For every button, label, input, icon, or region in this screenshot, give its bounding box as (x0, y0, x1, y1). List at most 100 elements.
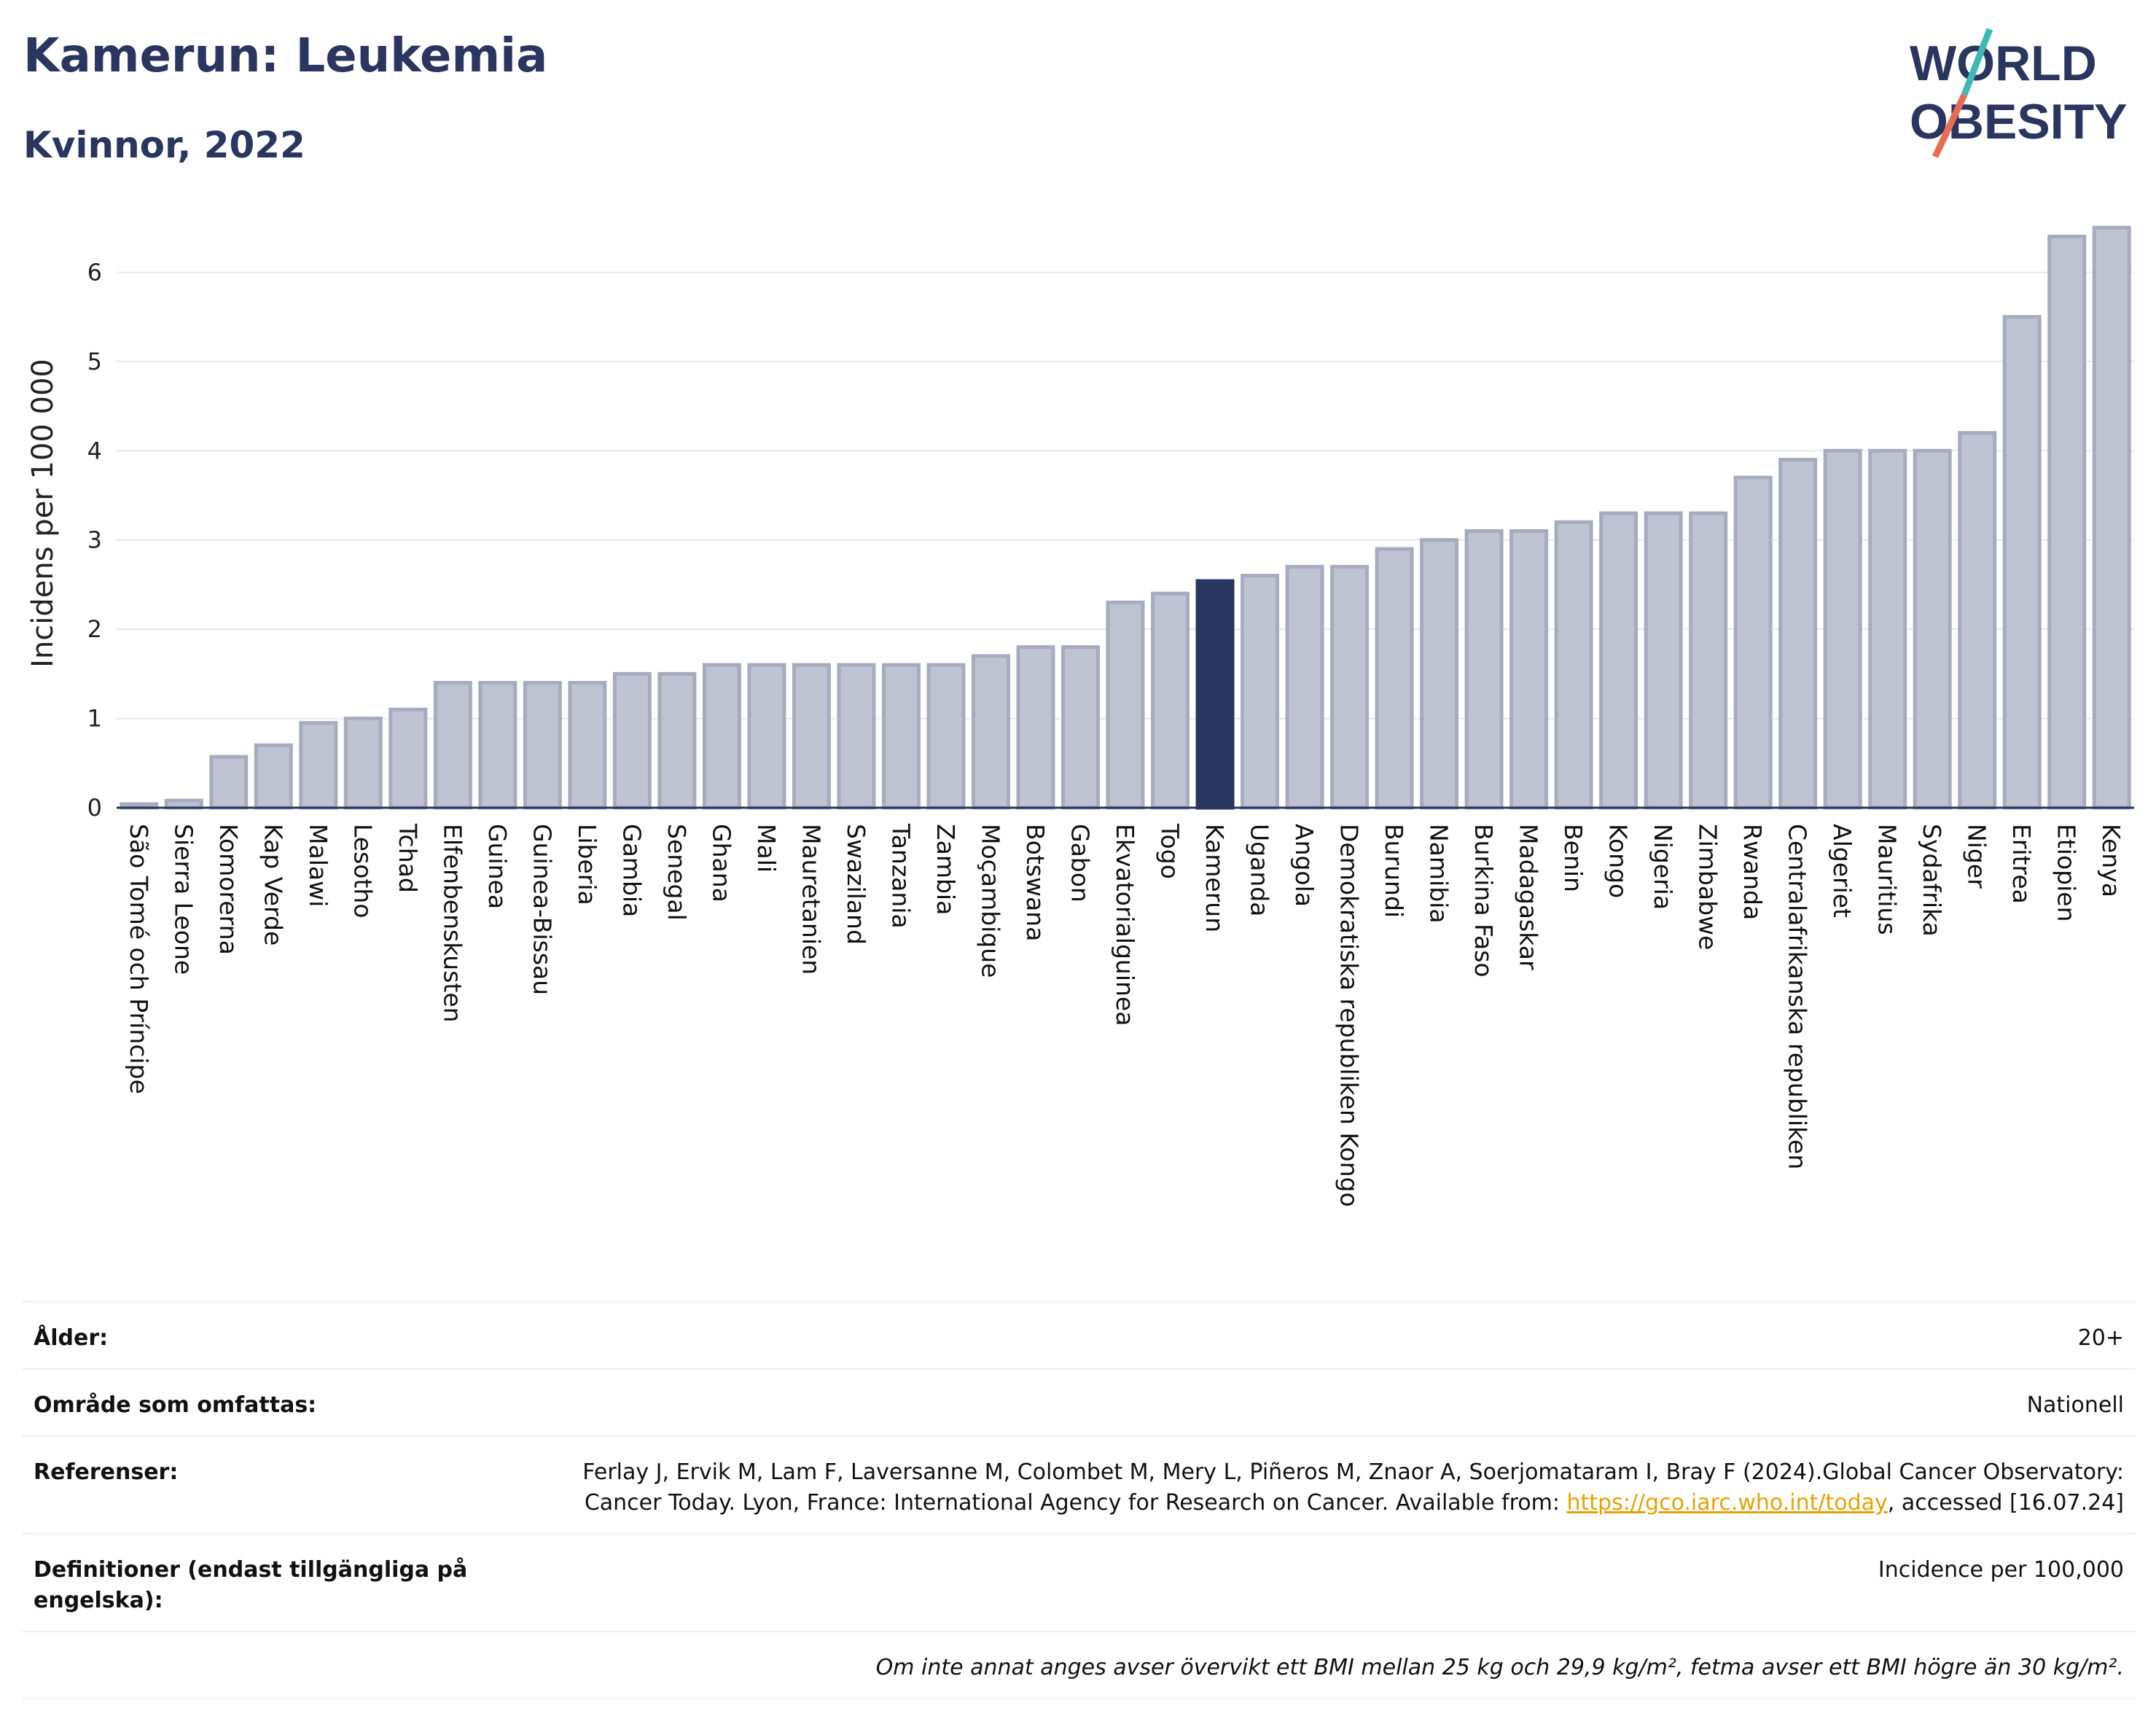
x-tick-label: Rwanda (1738, 824, 1767, 920)
footnote-text: Om inte annat anges avser övervikt ett B… (875, 1655, 2124, 1680)
bar (1509, 529, 1549, 810)
x-tick-label: Elfenbenskusten (438, 824, 466, 1023)
bar (388, 707, 428, 810)
page-subtitle: Kvinnor, 2022 (23, 124, 305, 166)
bar (1330, 564, 1370, 810)
bar (1106, 600, 1145, 810)
x-tick-label: Botswana (1021, 824, 1050, 941)
y-tick-label: 0 (87, 794, 102, 822)
logo-stripe-coral (1932, 93, 1968, 158)
bar (612, 671, 652, 810)
x-tick-label: Kongo (1604, 824, 1633, 898)
info-row-references: Referenser: Ferlay J, Ervik M, Lam F, La… (22, 1435, 2136, 1533)
y-tick-label: 6 (87, 258, 102, 286)
x-tick-label: Komorerna (214, 824, 243, 955)
x-tick-label: Kenya (2097, 824, 2125, 897)
references-value: Ferlay J, Ervik M, Lam F, Laversanne M, … (520, 1457, 2124, 1518)
area-label: Område som omfattas: (34, 1392, 317, 1418)
bar (2092, 225, 2131, 810)
bar (433, 681, 472, 810)
info-table: Ålder: 20+ Område som omfattas: Nationel… (22, 1301, 2136, 1699)
x-tick-label: Gabon (1066, 824, 1094, 902)
x-tick-label: Uganda (1246, 824, 1274, 916)
bar (1241, 574, 1280, 810)
x-tick-label: São Tomé och Príncipe (125, 824, 153, 1094)
x-tick-label: Etiopien (2053, 824, 2081, 921)
logo-line1: WORLD (1910, 36, 2097, 91)
bar-chart: 0 1 2 3 4 5 6 Incidens per 100 000 São Tomé och … (26, 225, 2134, 1207)
bar (1868, 448, 1907, 810)
references-text: Ferlay J, Ervik M, Lam F, Laversanne M, … (582, 1459, 2124, 1516)
bar (1151, 591, 1190, 810)
x-tick-label: Benin (1559, 824, 1587, 892)
bar (1375, 547, 1414, 810)
bar (702, 663, 741, 810)
x-tick-label: Burkina Faso (1469, 824, 1498, 978)
x-tick-label: Swaziland (842, 824, 870, 945)
x-tick-label: Centralafrikanska republiken (1784, 824, 1812, 1169)
bar (2047, 234, 2087, 810)
bar (299, 721, 338, 810)
logo-stripe-teal (1961, 28, 1993, 96)
y-tick-label: 4 (87, 437, 102, 464)
x-tick-label: Liberia (573, 824, 601, 905)
page-title: Kamerun: Leukemia (23, 29, 548, 83)
bar (1689, 511, 1728, 810)
y-tick-label: 3 (87, 526, 102, 554)
x-tick-label: Sierra Leone (169, 824, 198, 975)
bar (568, 681, 607, 810)
x-tick-label: Namibia (1425, 824, 1453, 924)
y-tick-label: 5 (87, 348, 102, 375)
age-value: 20+ (2077, 1325, 2124, 1351)
info-row-age: Ålder: 20+ (22, 1301, 2136, 1368)
x-tick-label: Algeriet (1828, 824, 1856, 918)
x-tick-label: Guinea-Bissau (528, 824, 556, 995)
definitions-label: Definitioner (endast tillgängliga på eng… (34, 1557, 468, 1613)
bar (1554, 520, 1593, 810)
bar (657, 671, 697, 810)
y-tick-label: 1 (87, 705, 102, 733)
x-tick-label: Burundi (1380, 824, 1408, 918)
x-tick-label: Togo (1156, 823, 1184, 879)
x-tick-label: Guinea (483, 824, 512, 909)
x-tick-label: Mauritius (1873, 824, 1902, 935)
x-tick-label: Mauretanien (797, 824, 825, 975)
bar (837, 663, 876, 810)
x-tick-label: Senegal (663, 824, 691, 921)
bar (1958, 431, 1997, 810)
bar (1061, 645, 1100, 810)
area-value: Nationell (2026, 1392, 2124, 1418)
x-tick-label: Zimbabwe (1694, 824, 1722, 950)
bar (523, 681, 562, 810)
world-obesity-logo: WORLD OBESITY (1910, 28, 2128, 158)
bar (1195, 579, 1235, 810)
x-tick-label: Tchad (394, 823, 422, 893)
x-tick-label: Kap Verde (259, 824, 287, 946)
y-axis-label: Incidens per 100 000 (26, 359, 60, 668)
info-row-footnote: Om inte annat anges avser övervikt ett B… (22, 1631, 2136, 1699)
x-tick-label: Demokratiska republiken Kongo (1335, 824, 1364, 1207)
bar (1016, 645, 1055, 810)
references-link[interactable]: https://gco.iarc.who.int/today (1566, 1490, 1888, 1516)
x-tick-label: Eritrea (2007, 824, 2036, 904)
bar (1420, 538, 1459, 810)
x-tick-label: Mali (752, 824, 781, 873)
x-tick-label: Angola (1290, 824, 1319, 907)
bar (478, 681, 517, 810)
bar (926, 663, 966, 810)
bar (971, 654, 1010, 810)
references-tail: , accessed [16.07.24] (1887, 1490, 2124, 1516)
bar (254, 743, 293, 810)
bar (1464, 529, 1504, 810)
x-tick-label: Madagaskar (1515, 824, 1543, 970)
x-tick-label: Nigeria (1649, 824, 1677, 910)
bar (1913, 448, 1952, 810)
bar (1644, 511, 1683, 810)
bar (343, 717, 383, 810)
info-row-area: Område som omfattas: Nationell (22, 1368, 2136, 1435)
y-tick-label: 2 (87, 615, 102, 643)
x-tick-label: Ekvatorialguinea (1111, 824, 1139, 1026)
bar (209, 755, 249, 810)
references-label: Referenser: (34, 1459, 179, 1485)
info-row-definitions: Definitioner (endast tillgängliga på eng… (22, 1533, 2136, 1631)
